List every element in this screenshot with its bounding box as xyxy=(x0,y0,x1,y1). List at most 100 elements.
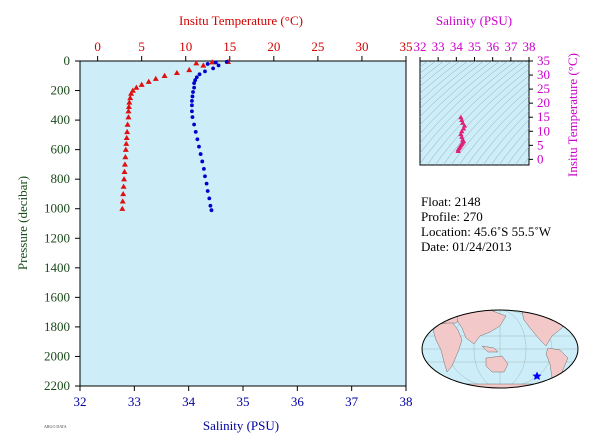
ts-data-point xyxy=(460,137,466,142)
temperature-data-point xyxy=(152,75,159,81)
salinity-data-point xyxy=(190,109,194,114)
world-map xyxy=(421,309,579,389)
salinity-tick-label: 36 xyxy=(291,394,305,409)
density-contour-line xyxy=(420,61,517,154)
temperature-tick-label: 10 xyxy=(179,39,192,54)
density-contour-line xyxy=(522,156,529,165)
ts-data-point xyxy=(461,125,467,131)
salinity-data-point xyxy=(190,103,194,108)
temperature-data-point xyxy=(209,59,216,65)
ts-salinity-tick-label: 38 xyxy=(523,39,536,54)
temperature-tick-label: 20 xyxy=(267,39,280,54)
density-contour-line xyxy=(506,136,529,165)
density-contour-line xyxy=(482,111,529,165)
float-id: Float: 2148 xyxy=(421,194,481,209)
salinity-data-point xyxy=(205,62,210,66)
salinity-tick-label: 38 xyxy=(400,394,413,409)
pressure-axis-label: Pressure (decibar) xyxy=(15,176,30,270)
salinity-data-point xyxy=(224,59,229,64)
temperature-data-point xyxy=(186,66,193,73)
salinity-data-point xyxy=(191,90,195,94)
pressure-tick-label: 200 xyxy=(51,83,71,98)
temperature-tick-label: 30 xyxy=(355,39,368,54)
salinity-tick-label: 37 xyxy=(345,394,359,409)
pressure-tick-label: 1400 xyxy=(44,260,70,275)
landmass xyxy=(481,345,499,353)
star-icon xyxy=(532,371,542,380)
temperature-data-point xyxy=(121,176,128,182)
pressure-tick-label: 1800 xyxy=(44,319,70,334)
density-contour-line xyxy=(426,62,529,165)
landmass xyxy=(455,310,507,345)
density-contour-line xyxy=(450,81,529,165)
temperature-tick-label: 5 xyxy=(138,39,145,54)
density-contour-line xyxy=(420,61,485,117)
temperature-data-point xyxy=(122,154,129,160)
temperature-data-point xyxy=(125,103,132,109)
ts-data-point xyxy=(458,114,464,120)
map-outline xyxy=(421,309,579,389)
temperature-data-point xyxy=(124,121,131,127)
salinity-data-point xyxy=(190,98,194,103)
temperature-data-point xyxy=(138,81,145,87)
ts-data-point xyxy=(461,123,468,128)
density-contour-line xyxy=(420,61,501,135)
ts-data-point xyxy=(459,134,465,139)
salinity-data-point xyxy=(203,69,207,74)
salinity-tick-label: 32 xyxy=(74,394,87,409)
density-contour-line xyxy=(514,146,529,165)
temperature-axis-label: Insitu Temperature (°C) xyxy=(179,13,303,28)
pressure-tick-label: 1200 xyxy=(44,230,70,245)
pressure-tick-label: 1600 xyxy=(44,289,70,304)
ts-temperature-tick-label: 10 xyxy=(537,123,550,138)
temperature-tick-label: 35 xyxy=(400,39,413,54)
ts-temperature-tick-label: 15 xyxy=(537,109,550,124)
profile-series xyxy=(119,58,232,213)
temperature-tick-label: 15 xyxy=(223,39,236,54)
temperature-data-point xyxy=(120,190,127,197)
pressure-tick-label: 400 xyxy=(51,112,71,127)
temperature-data-point xyxy=(124,128,131,135)
pressure-tick-label: 2000 xyxy=(44,348,70,363)
ts-data-point xyxy=(458,131,464,137)
density-contour-line xyxy=(458,88,529,165)
temperature-data-point xyxy=(145,78,152,84)
salinity-tick-label: 34 xyxy=(182,394,196,409)
salinity-data-point xyxy=(211,66,216,71)
ts-salinity-tick-label: 34 xyxy=(450,39,464,54)
float-location: Location: 45.6˚S 55.5˚W xyxy=(421,224,551,239)
salinity-data-point xyxy=(195,137,200,142)
ts-temperature-tick-label: 20 xyxy=(537,95,550,110)
float-location-marker xyxy=(532,371,542,380)
density-contour-line xyxy=(420,61,525,165)
ts-salinity-tick-label: 32 xyxy=(414,39,427,54)
temperature-data-point xyxy=(127,94,134,101)
ts-salinity-tick-label: 36 xyxy=(486,39,500,54)
ts-data-point xyxy=(459,128,465,134)
salinity-data-point xyxy=(200,159,205,164)
ts-temperature-tick-label: 0 xyxy=(537,151,544,166)
salinity-data-point xyxy=(198,152,203,156)
temperature-data-point xyxy=(125,114,132,120)
density-contour-line xyxy=(474,103,529,165)
salinity-data-point xyxy=(193,78,198,83)
density-contour-line xyxy=(498,127,529,165)
profile-date: Date: 01/24/2013 xyxy=(421,239,512,254)
ts-temperature-tick-label: 5 xyxy=(537,137,544,152)
temperature-data-point xyxy=(200,62,207,68)
temperature-axis-ticks: 0 5 10 15 20 25 30 35 xyxy=(94,39,413,61)
salinity-data-point xyxy=(190,115,195,120)
temperature-data-point xyxy=(123,134,130,141)
salinity-axis-ticks: 32 33 34 35 36 37 38 xyxy=(74,386,413,409)
salinity-data-point xyxy=(197,144,201,149)
ts-temperature-tick-label: 30 xyxy=(537,67,550,82)
salinity-axis-label: Salinity (PSU) xyxy=(203,418,279,433)
salinity-data-point xyxy=(190,94,195,99)
density-contour-line xyxy=(420,61,493,126)
float-info-panel: Float: 2148 Profile: 270 Location: 45.6˚… xyxy=(421,194,551,254)
profile-number: Profile: 270 xyxy=(421,209,483,224)
salinity-data-point xyxy=(192,81,197,86)
salinity-data-point xyxy=(194,75,199,80)
pressure-tick-label: 600 xyxy=(51,142,71,157)
pressure-tick-label: 0 xyxy=(64,53,71,68)
